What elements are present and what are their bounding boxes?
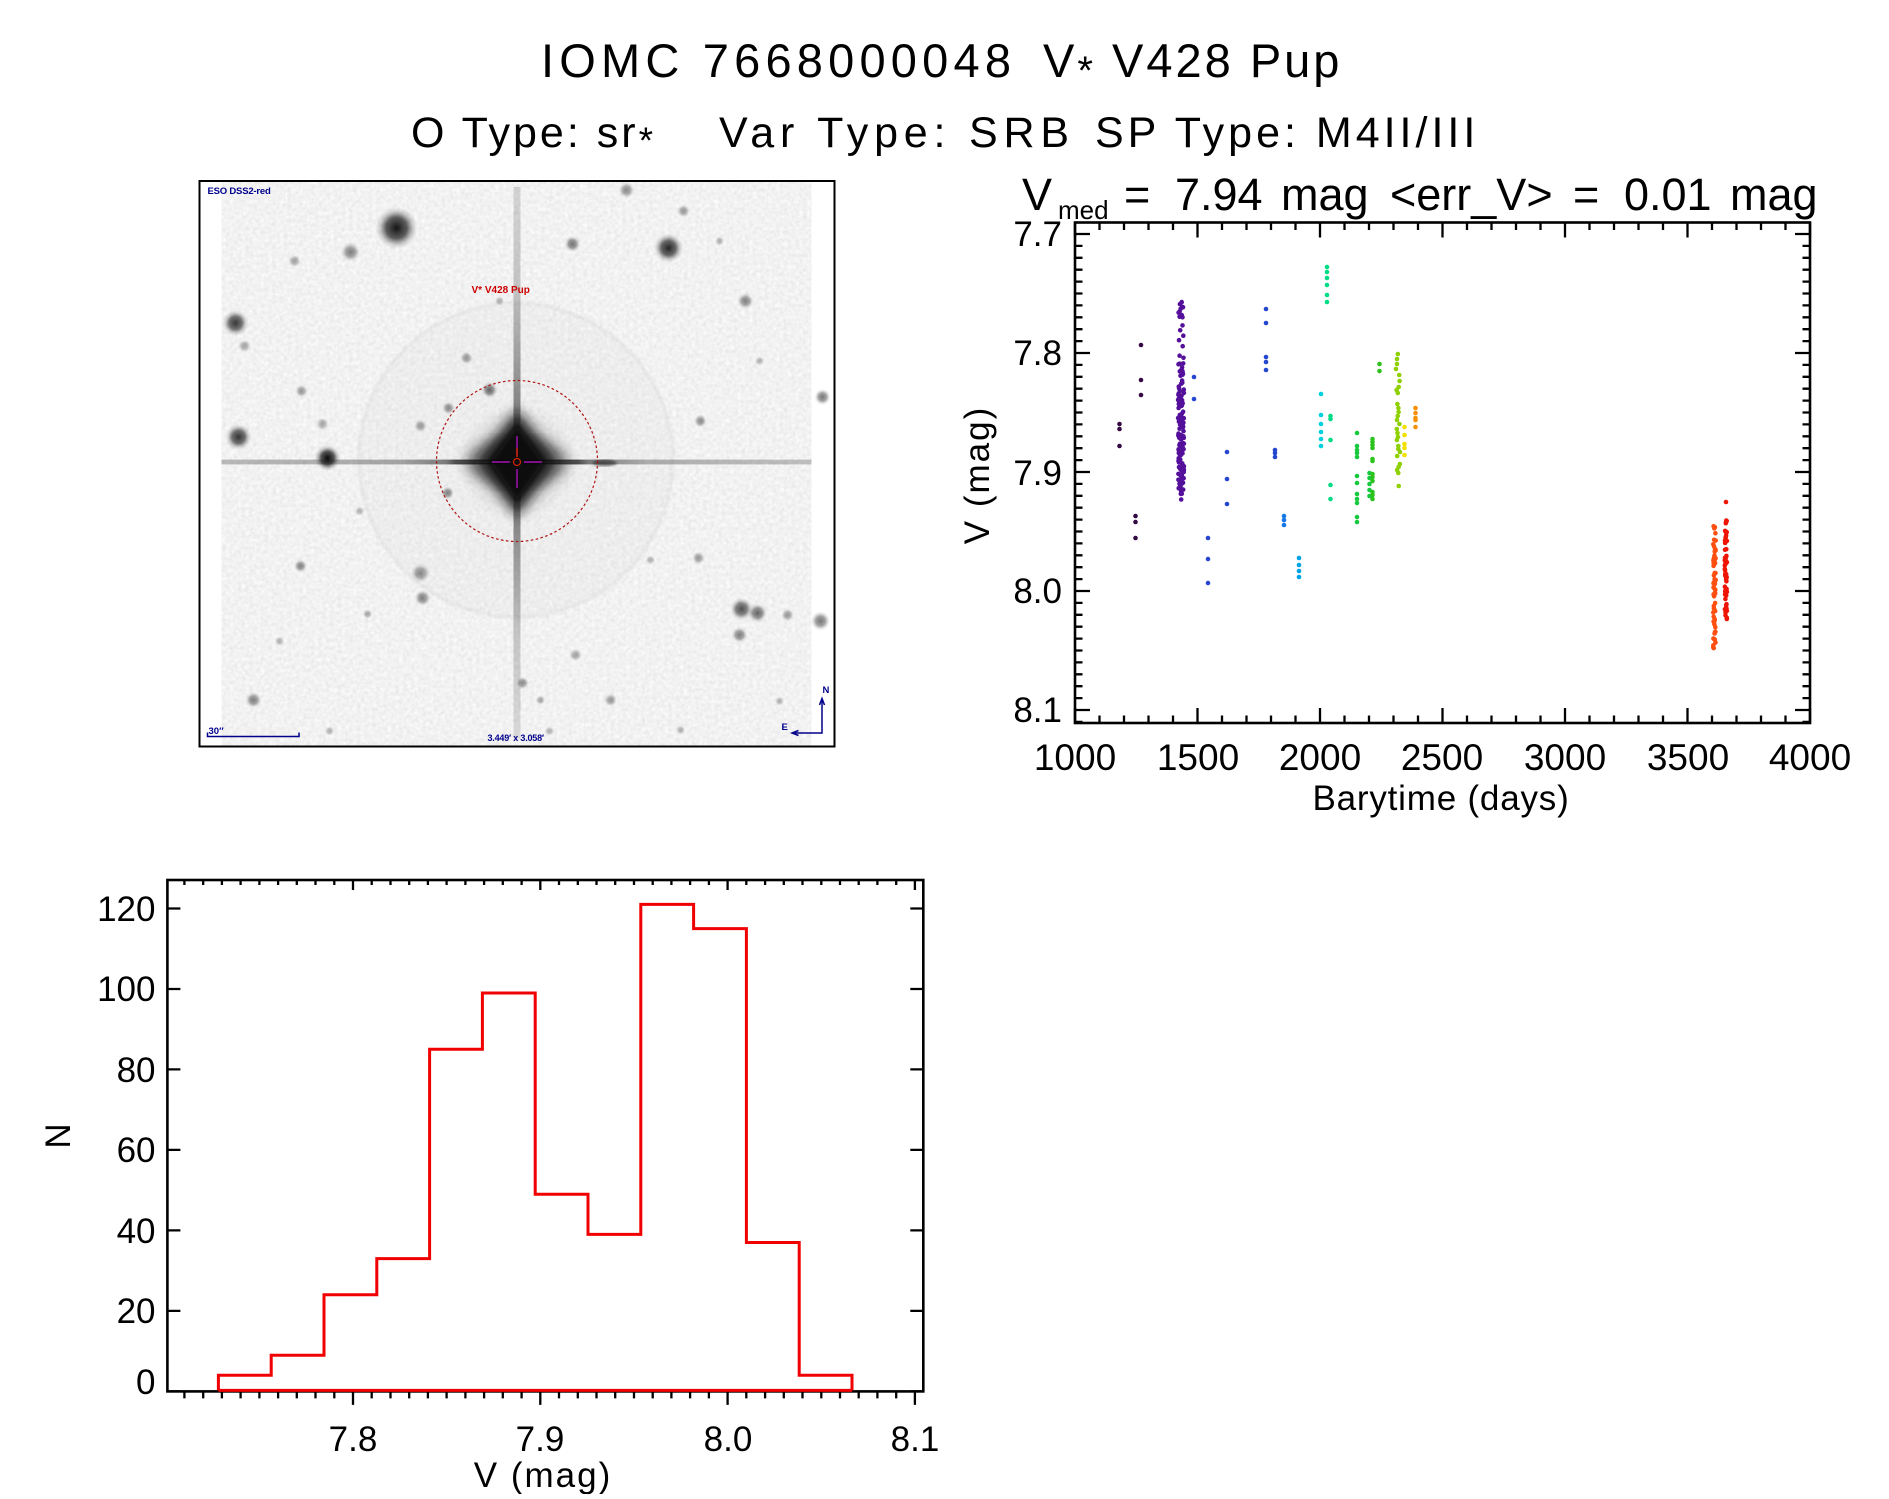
svg-text:mag: mag	[1730, 169, 1818, 220]
svg-text:N: N	[39, 1123, 78, 1148]
svg-text:3500: 3500	[1647, 737, 1729, 778]
svg-text:1000: 1000	[1034, 737, 1116, 778]
svg-text:7.8: 7.8	[1013, 334, 1062, 373]
svg-text:2000: 2000	[1279, 737, 1361, 778]
svg-text:V (mag): V (mag)	[958, 406, 997, 544]
svg-text:=: =	[1573, 169, 1599, 220]
svg-text:V (mag): V (mag)	[474, 1456, 612, 1494]
svg-text:med: med	[1058, 195, 1109, 225]
svg-text:7.9: 7.9	[1013, 454, 1062, 493]
svg-text:1500: 1500	[1157, 737, 1239, 778]
svg-text:40: 40	[117, 1212, 156, 1251]
svg-text:Barytime (days): Barytime (days)	[1312, 779, 1569, 818]
svg-text:20: 20	[117, 1292, 156, 1331]
svg-text:O Type: sr*: O Type: sr*	[411, 109, 656, 161]
svg-text:0: 0	[136, 1363, 155, 1402]
svg-text:100: 100	[97, 970, 155, 1009]
svg-text:mag: mag	[1281, 169, 1369, 220]
svg-text:30″: 30″	[209, 726, 225, 737]
svg-text:IOMC 7668000048: IOMC 7668000048	[541, 34, 1016, 87]
svg-text:8.1: 8.1	[891, 1420, 940, 1459]
svg-text:3000: 3000	[1524, 737, 1606, 778]
svg-text:E: E	[782, 722, 788, 733]
svg-text:7.7: 7.7	[1013, 215, 1062, 254]
svg-text:60: 60	[117, 1131, 156, 1170]
svg-text:8.0: 8.0	[1013, 572, 1062, 611]
svg-text:8.1: 8.1	[1013, 691, 1062, 730]
svg-text:80: 80	[117, 1051, 156, 1090]
svg-text:3.449′ x 3.058′: 3.449′ x 3.058′	[488, 733, 544, 743]
svg-text:V: V	[1022, 169, 1052, 220]
svg-text:7.9: 7.9	[516, 1420, 565, 1459]
svg-text:<err_V>: <err_V>	[1390, 169, 1553, 220]
svg-text:N: N	[823, 685, 830, 696]
svg-text:120: 120	[97, 890, 155, 929]
svg-text:4000: 4000	[1769, 737, 1851, 778]
svg-text:=: =	[1124, 169, 1150, 220]
svg-text:SP Type: M4II/III: SP Type: M4II/III	[1095, 109, 1479, 157]
svg-text:7.94: 7.94	[1175, 169, 1263, 220]
svg-text:7.8: 7.8	[329, 1420, 378, 1459]
svg-text:V* V428 Pup: V* V428 Pup	[472, 285, 530, 296]
svg-text:Var Type: SRB: Var Type: SRB	[719, 109, 1075, 157]
svg-text:2500: 2500	[1401, 737, 1483, 778]
svg-text:ESO DSS2-red: ESO DSS2-red	[208, 186, 271, 197]
svg-text:0.01: 0.01	[1624, 169, 1712, 220]
svg-text:8.0: 8.0	[704, 1420, 753, 1459]
